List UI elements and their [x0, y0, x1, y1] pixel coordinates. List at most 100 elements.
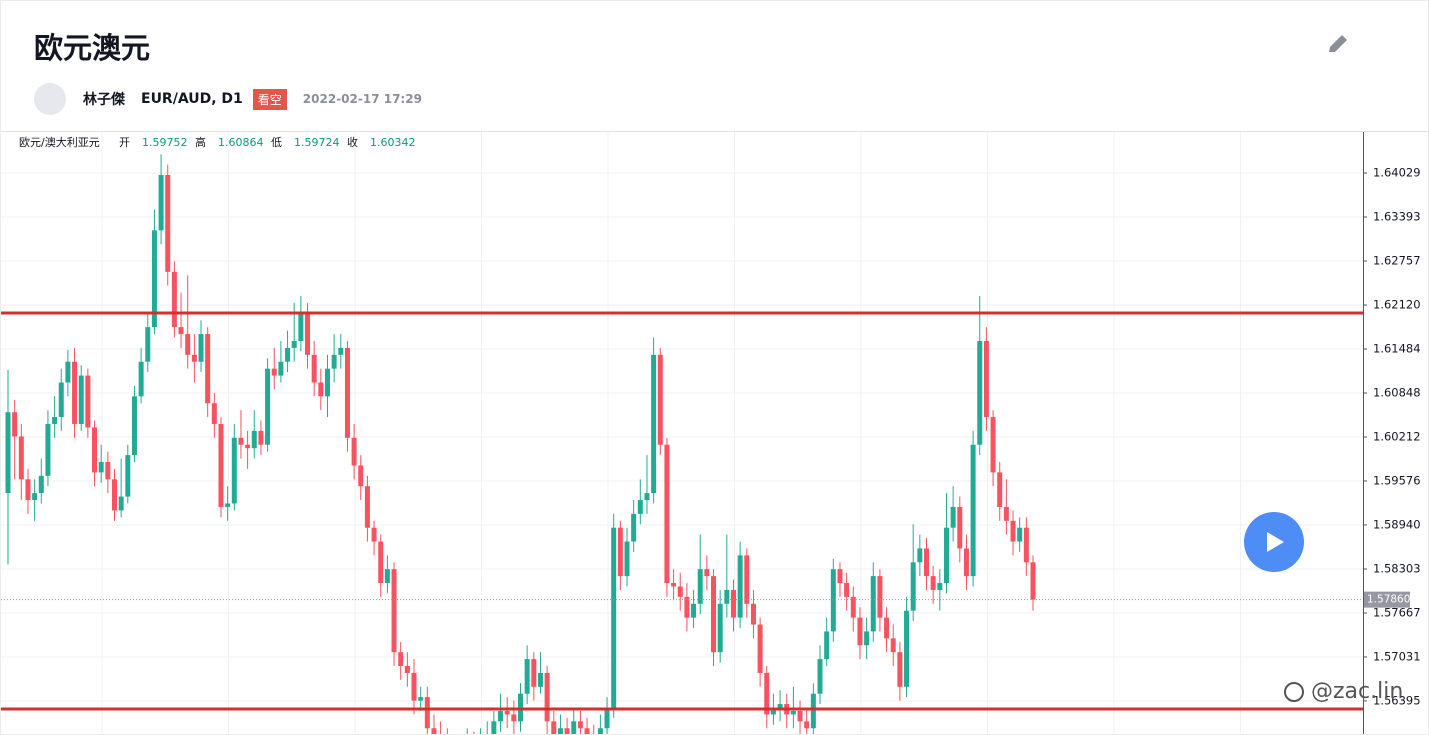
candle-body — [285, 347, 291, 362]
legend-label: 收 — [347, 135, 358, 149]
candle-body — [278, 361, 284, 376]
candle-body — [804, 721, 810, 729]
candle-body — [577, 721, 583, 729]
candle-body — [491, 721, 497, 734]
y-tick-label: 1.64029 — [1373, 166, 1421, 180]
avatar[interactable] — [34, 83, 66, 115]
watermark-logo — [1284, 681, 1304, 702]
candle-body — [58, 382, 64, 418]
legend-label: 低 — [271, 136, 282, 149]
candle-body — [624, 541, 630, 577]
candle-body — [604, 707, 610, 729]
candle-body — [231, 437, 237, 504]
candle-body — [904, 610, 910, 687]
last-price-box — [1364, 591, 1410, 608]
candle-body — [331, 354, 337, 369]
y-tick-label: 1.63393 — [1373, 209, 1421, 223]
candle-body — [85, 375, 91, 428]
candle-body — [930, 576, 936, 590]
candle-body — [691, 603, 697, 618]
candle-body — [677, 586, 683, 597]
candle-body — [25, 479, 31, 501]
y-tick-label: 1.59576 — [1373, 473, 1421, 487]
legend-value: 1.59752 — [142, 136, 188, 149]
candle-body — [178, 327, 184, 335]
candle-body — [52, 417, 58, 424]
last-price-label: 1.57860 — [1367, 594, 1410, 606]
candle-body — [597, 728, 603, 734]
candle-body — [977, 340, 983, 445]
candle-body — [844, 583, 850, 597]
candle-body — [198, 334, 204, 362]
date: 2022-02-17 17:29 — [302, 92, 422, 106]
y-tick-label: 1.57031 — [1373, 649, 1421, 663]
candle-body — [371, 527, 377, 542]
symbol[interactable]: EUR/AUD, D1 — [141, 91, 243, 107]
candle-body — [384, 569, 390, 584]
candle-body — [997, 472, 1003, 507]
candle-body — [744, 555, 750, 604]
candle-body — [72, 361, 78, 424]
candle-body — [311, 354, 317, 383]
candle-body — [251, 430, 257, 449]
candle-body — [671, 583, 677, 587]
author[interactable]: 林子傑 — [83, 92, 125, 108]
candle-body — [1023, 527, 1029, 563]
candle-body — [1003, 506, 1009, 521]
candle-body — [564, 728, 570, 734]
candle-body — [970, 444, 976, 577]
candle-body — [877, 576, 883, 618]
legend-label: 高 — [195, 135, 206, 149]
candle-body — [850, 596, 856, 618]
candle-body — [924, 548, 930, 577]
candle-body — [404, 666, 410, 673]
candle-body — [824, 631, 830, 660]
candle-body — [544, 672, 550, 722]
candle-body — [105, 462, 111, 480]
candle-body — [65, 361, 71, 383]
candle-body — [125, 455, 131, 497]
candle-body — [950, 506, 956, 528]
candle-body — [211, 403, 217, 424]
legend-value: 1.60342 — [370, 136, 416, 149]
candle-body — [644, 493, 650, 501]
y-tick-label: 1.58303 — [1373, 561, 1421, 575]
candle-body — [963, 548, 969, 577]
candle-body — [631, 513, 637, 542]
chart: 1.64029 1.63393 1.62757 1.62120 1.61484 1.608… — [1, 131, 1428, 734]
candle-body — [757, 624, 763, 673]
candle-body — [797, 710, 803, 722]
candle-body — [511, 714, 517, 722]
candle-body — [32, 493, 38, 501]
candle-body — [697, 569, 703, 604]
candle-body — [983, 340, 989, 418]
candle-body — [830, 569, 836, 632]
candle-body — [18, 436, 24, 480]
candle-body — [617, 527, 623, 577]
legend-symbol: 欧元/澳大利亚元 — [19, 135, 100, 149]
play-button[interactable] — [1242, 510, 1306, 574]
candle-body — [611, 527, 617, 708]
candle-body — [145, 327, 151, 362]
candle-body — [657, 354, 663, 445]
candle-body — [537, 672, 543, 687]
candle-body — [131, 396, 137, 456]
candle-body — [637, 500, 643, 514]
edit-icon[interactable] — [1325, 31, 1351, 57]
y-tick-label: 1.62757 — [1373, 253, 1421, 267]
candle-body — [238, 437, 244, 445]
candle-body — [717, 603, 723, 653]
watermark-text: @zac.lin — [1311, 679, 1404, 704]
candle-body — [764, 672, 770, 715]
candle-body — [837, 569, 843, 584]
candle-body — [724, 589, 730, 604]
candle-body — [78, 375, 84, 424]
candle-body — [704, 569, 710, 577]
candle-body — [111, 479, 117, 511]
direction-tag: 看空 — [252, 88, 287, 110]
candle-body — [524, 659, 530, 694]
candle-body — [305, 313, 311, 355]
candle-body — [324, 368, 330, 397]
candle-body — [38, 475, 44, 494]
candle-body — [750, 603, 756, 625]
